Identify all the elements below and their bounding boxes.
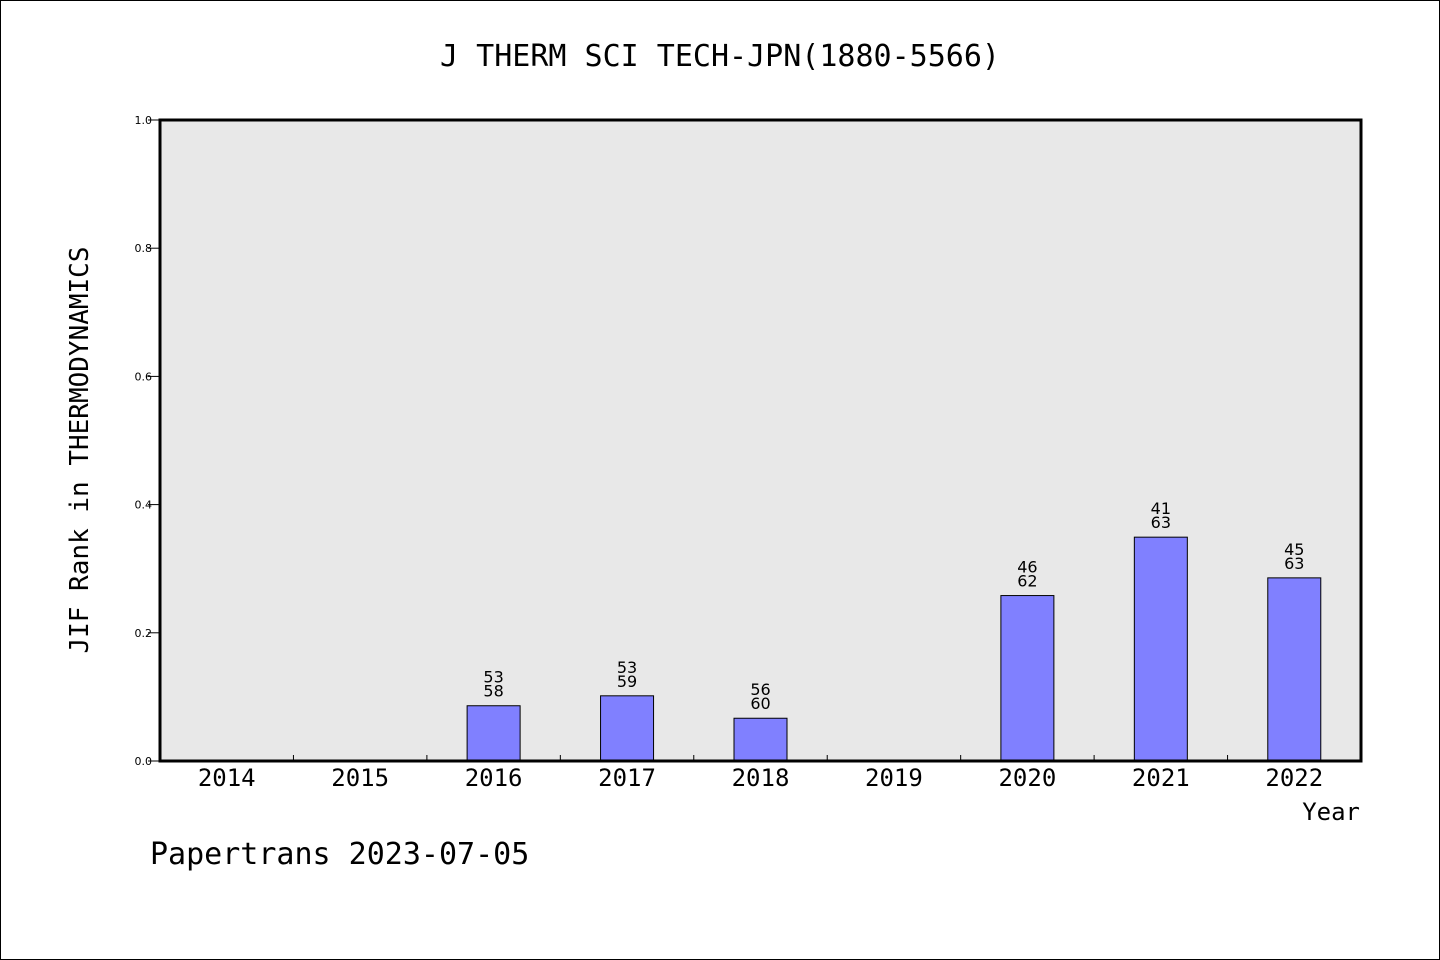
data-label-rank: 53 xyxy=(483,668,503,687)
bars-layer xyxy=(466,536,1322,762)
bar-2021 xyxy=(1133,536,1188,762)
data-label-total: 59 xyxy=(617,672,637,691)
bar-2018 xyxy=(733,717,788,762)
bar-2017 xyxy=(600,695,655,762)
y-tick-label: 1.0 xyxy=(135,114,153,127)
y-axis-ticks: 0.0 0.2 0.4 0.6 0.8 1.0 xyxy=(135,114,160,768)
x-tick-label: 2015 xyxy=(331,764,389,792)
x-tick-label: 2020 xyxy=(998,764,1056,792)
footer-watermark: Papertrans 2023-07-05 xyxy=(150,837,529,872)
data-label-rank: 53 xyxy=(617,658,637,677)
y-tick-label: 0.4 xyxy=(135,499,153,512)
y-axis-label: JIF Rank in THERMODYNAMICS xyxy=(65,247,95,654)
data-label-rank: 46 xyxy=(1017,558,1037,577)
x-axis-label: Year xyxy=(1302,798,1360,826)
x-tick-label: 2014 xyxy=(198,764,256,792)
x-axis-ticks: 2014 2015 2016 2017 2018 2019 2020 2021 2022 xyxy=(198,755,1323,792)
plot-border xyxy=(158,118,1363,763)
y-tick-label: 0.6 xyxy=(135,370,153,383)
data-label-rank: 41 xyxy=(1151,499,1171,518)
data-label-total: 62 xyxy=(1017,572,1037,591)
x-tick-label: 2019 xyxy=(865,764,923,792)
y-tick-label: 0.0 xyxy=(135,755,153,768)
bar-2022 xyxy=(1267,577,1322,762)
bar-2016 xyxy=(466,705,521,762)
x-tick-label: 2018 xyxy=(732,764,790,792)
chart-title: J THERM SCI TECH-JPN(1880-5566) xyxy=(440,39,1000,74)
y-tick-label: 0.2 xyxy=(135,627,153,640)
data-label-total: 60 xyxy=(750,694,770,713)
bar-2020 xyxy=(1000,595,1055,762)
data-label-total: 58 xyxy=(483,682,503,701)
x-tick-label: 2021 xyxy=(1132,764,1190,792)
data-label-total: 63 xyxy=(1284,554,1304,573)
y-tick-label: 0.8 xyxy=(135,242,153,255)
data-label-rank: 56 xyxy=(750,680,770,699)
x-tick-label: 2022 xyxy=(1265,764,1323,792)
data-label-rank: 45 xyxy=(1284,540,1304,559)
x-tick-label: 2017 xyxy=(598,764,656,792)
data-label-total: 63 xyxy=(1151,513,1171,532)
x-tick-label: 2016 xyxy=(465,764,523,792)
